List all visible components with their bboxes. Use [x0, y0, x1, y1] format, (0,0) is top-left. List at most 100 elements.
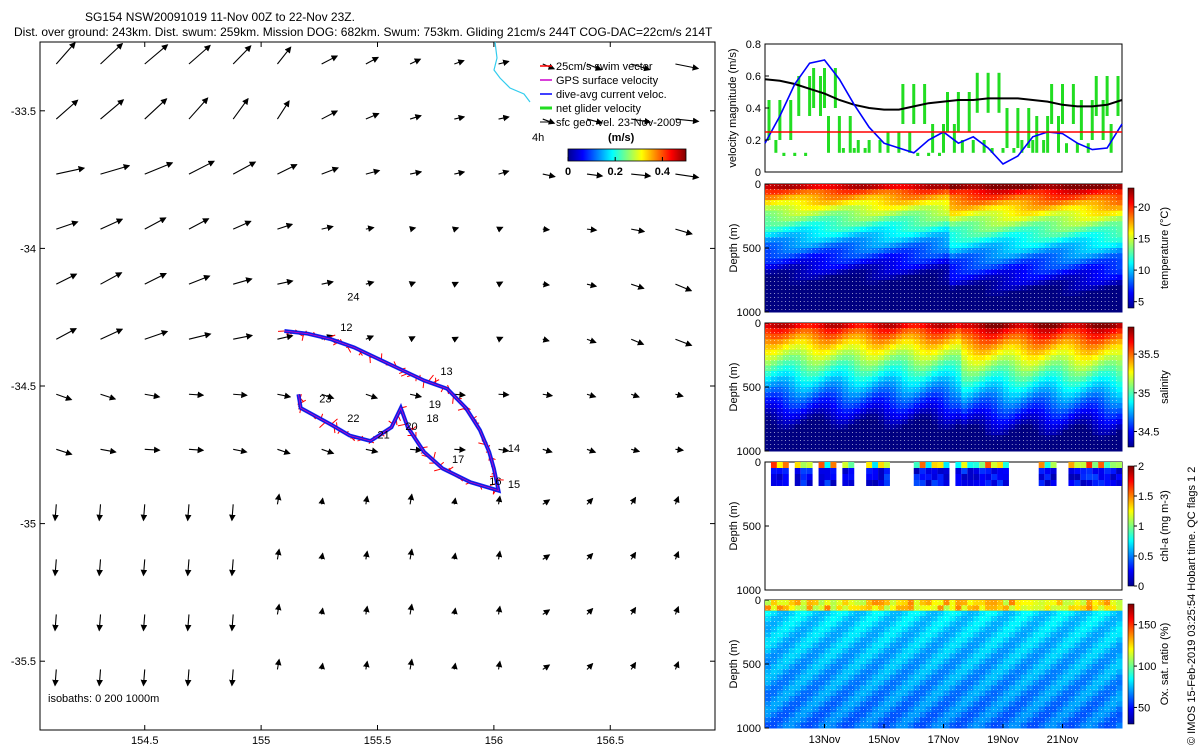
section-cell [943, 280, 950, 286]
section-cell [788, 685, 796, 692]
section-cell [907, 424, 915, 431]
section-cell [943, 419, 950, 425]
section-cell [919, 371, 927, 377]
section-cell [913, 355, 921, 361]
section-cell [872, 216, 879, 222]
section-cell [830, 269, 837, 276]
section-cell [1003, 376, 1010, 383]
section-cell [824, 323, 831, 329]
section-cell [1020, 445, 1028, 452]
section-cell [1020, 349, 1028, 356]
section-cell [1020, 397, 1028, 404]
section-cell [991, 360, 998, 367]
section-cell [842, 221, 849, 228]
section-cell [770, 616, 778, 622]
section-cell [1026, 658, 1034, 665]
section-cell [949, 221, 956, 228]
section-cell [937, 232, 944, 238]
section-cell [854, 408, 861, 415]
section-cell [1038, 621, 1046, 628]
section-cell [901, 690, 909, 697]
section-cell [818, 637, 825, 644]
section-cell [848, 722, 855, 729]
quiver-arrow [232, 45, 252, 65]
section-cell [919, 221, 927, 228]
section-cell [1110, 376, 1117, 383]
section-cell [1074, 349, 1081, 356]
section-cell [776, 355, 784, 361]
section-cell [985, 429, 992, 436]
section-cell [991, 200, 998, 206]
section-cell [961, 717, 968, 724]
quiver-arrow [451, 607, 458, 615]
section-cell [1032, 445, 1040, 452]
section-cell [800, 387, 808, 393]
quiver-arrow [321, 166, 339, 175]
section-cell [848, 474, 855, 480]
section-cell [1116, 184, 1123, 190]
section-cell [949, 440, 956, 447]
section-cell [1003, 397, 1010, 404]
section-cell [925, 626, 933, 633]
section-cell [794, 480, 801, 486]
section-cell [842, 658, 849, 665]
section-cell [1032, 242, 1040, 249]
section-cell [889, 184, 897, 190]
section-cell [925, 722, 933, 729]
section-cell [1014, 371, 1022, 377]
section-cell [830, 605, 837, 612]
section-cell [937, 435, 944, 441]
quiver-arrow [498, 59, 510, 66]
section-cell [967, 301, 974, 308]
section-cell [782, 653, 790, 660]
section-cell [1044, 216, 1052, 222]
section-cell [806, 280, 814, 286]
section-cell [1104, 274, 1111, 281]
section-cell [1056, 355, 1063, 361]
quiver-arrow [321, 279, 334, 287]
section-cell [872, 621, 879, 628]
section-cell [901, 200, 909, 206]
section-cell [1044, 221, 1052, 228]
section-cell [895, 221, 903, 228]
section-cell [1003, 480, 1009, 486]
quiver-arrow [100, 42, 124, 65]
day-label: 14 [508, 443, 520, 455]
section-cell [842, 706, 849, 713]
section-cell [973, 706, 980, 713]
section-cell [967, 468, 974, 474]
section-cell [979, 355, 986, 361]
section-cell [967, 290, 974, 297]
section-cell [925, 468, 932, 474]
section-cell [991, 653, 998, 660]
section-cell [794, 462, 801, 468]
section-cell [836, 344, 843, 351]
section-cell [1032, 365, 1040, 372]
section-cell [806, 413, 814, 420]
map-ytick-label: -35 [20, 519, 36, 531]
section-cell [818, 600, 825, 606]
section-cell [985, 323, 992, 329]
section-cell [997, 445, 1004, 452]
section-cell [1020, 387, 1028, 393]
section-cell [794, 200, 802, 206]
section-cell [985, 474, 992, 480]
section-cell [985, 381, 992, 388]
section-cell [937, 413, 944, 420]
section-cell [1014, 226, 1022, 233]
quiver-arrow [321, 110, 339, 120]
section-cell [985, 253, 992, 260]
section-cell [901, 371, 909, 377]
section-cell [872, 462, 879, 468]
section-cell [937, 419, 944, 425]
section-cell [824, 328, 831, 335]
section-cell [1014, 680, 1022, 686]
section-cell [943, 194, 950, 201]
section-cell [848, 435, 855, 441]
quiver-arrow [232, 161, 257, 175]
section-cell [919, 462, 926, 468]
section-cell [1032, 253, 1040, 260]
section-cell [1092, 296, 1099, 302]
section-cell [1092, 226, 1099, 233]
section-cell [907, 333, 915, 340]
